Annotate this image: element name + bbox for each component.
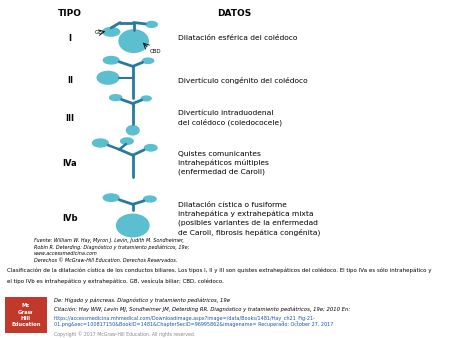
Ellipse shape xyxy=(121,138,133,144)
Text: 01.png&sec=100817150&BookID=1481&ChapterSecID=96995862&imagename= Recuperado: Oc: 01.png&sec=100817150&BookID=1481&Chapter… xyxy=(54,322,333,328)
Text: Quistes comunicantes
intrahepáticos múltiples
(enfermedad de Caroli): Quistes comunicantes intrahepáticos múlt… xyxy=(178,151,269,175)
Ellipse shape xyxy=(142,58,153,64)
Text: IVb: IVb xyxy=(62,214,77,223)
Ellipse shape xyxy=(97,71,119,84)
Text: Citación: Hay WW, Levin MJ, Sondheimer JM, Deterding RR. Diagnóstico y tratamien: Citación: Hay WW, Levin MJ, Sondheimer J… xyxy=(54,307,350,312)
Text: De: Hígado y páncreas. Diagnóstico y tratamiento pediátricos, 19e: De: Hígado y páncreas. Diagnóstico y tra… xyxy=(54,298,230,303)
Ellipse shape xyxy=(119,30,148,52)
Ellipse shape xyxy=(144,145,157,151)
Text: II: II xyxy=(67,76,73,86)
Text: Clasificación de la dilatación cística de los conductos biliares. Los tipos I, I: Clasificación de la dilatación cística d… xyxy=(7,267,431,273)
Text: IVa: IVa xyxy=(63,159,77,168)
FancyBboxPatch shape xyxy=(4,297,47,333)
Text: Mc
Graw
Hill
Education: Mc Graw Hill Education xyxy=(11,304,40,327)
Text: Divertículo intraduodenal
del colédoco (coledococele): Divertículo intraduodenal del colédoco (… xyxy=(178,110,282,126)
Text: el tipo IVb es intrahepático y extrahepático. GB, vesícula biliar; CBD, colédoco: el tipo IVb es intrahepático y extrahepá… xyxy=(7,279,224,284)
Text: Dilatación cística o fusiforme
intrahepática y extrahepática mixta
(posibles var: Dilatación cística o fusiforme intrahepá… xyxy=(178,202,320,236)
Text: GB: GB xyxy=(94,30,102,35)
Ellipse shape xyxy=(141,96,151,101)
Ellipse shape xyxy=(104,56,119,64)
Text: III: III xyxy=(65,114,74,123)
Text: Fuente: William W. Hay, Myron J. Levin, Judith M. Sondheimer,
Robin R. Deterding: Fuente: William W. Hay, Myron J. Levin, … xyxy=(34,238,189,263)
Ellipse shape xyxy=(93,139,108,147)
Text: CBD: CBD xyxy=(150,49,162,54)
Ellipse shape xyxy=(117,214,149,237)
Ellipse shape xyxy=(146,22,157,27)
Ellipse shape xyxy=(110,95,122,101)
Text: TIPO: TIPO xyxy=(58,9,82,18)
Ellipse shape xyxy=(103,28,120,36)
Ellipse shape xyxy=(126,126,139,135)
Text: I: I xyxy=(68,34,71,43)
Text: https://accessmedicina.mhmedical.com/Downloadimage.aspx?image=/data/Books/1481/H: https://accessmedicina.mhmedical.com/Dow… xyxy=(54,315,316,321)
Ellipse shape xyxy=(104,194,119,201)
Text: DATOS: DATOS xyxy=(217,9,251,18)
Text: Copyright © 2017 McGraw-Hill Education. All rights reserved.: Copyright © 2017 McGraw-Hill Education. … xyxy=(54,331,195,337)
Text: Divertículo congénito del colédoco: Divertículo congénito del colédoco xyxy=(178,77,307,84)
Ellipse shape xyxy=(144,196,156,202)
Text: Dilatación esférica del colédoco: Dilatación esférica del colédoco xyxy=(178,35,297,42)
